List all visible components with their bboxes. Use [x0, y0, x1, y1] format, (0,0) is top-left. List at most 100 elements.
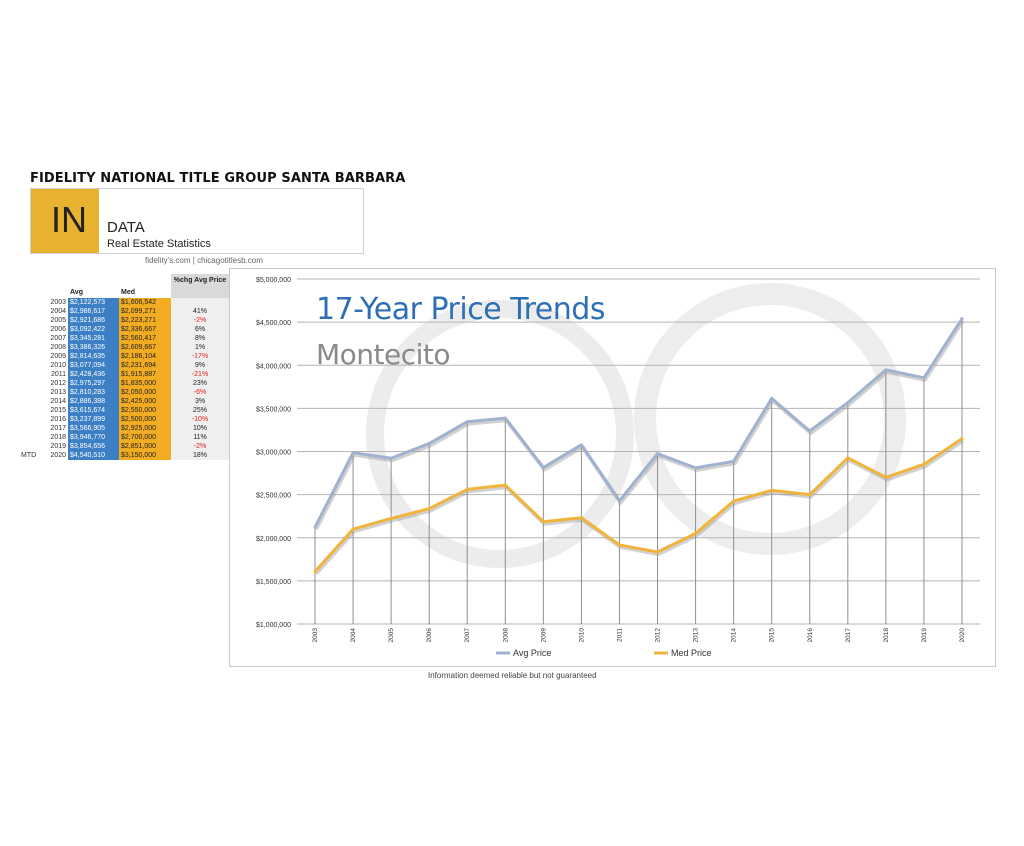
row-med-price: $1,606,542 — [119, 298, 171, 307]
avg-price-line-shadow — [314, 319, 965, 531]
row-med-price: $2,336,667 — [119, 325, 171, 334]
row-pct-change: 10% — [171, 424, 229, 433]
row-avg-price: $3,566,905 — [68, 424, 119, 433]
row-avg-price: $3,615,674 — [68, 406, 119, 415]
row-year: 2009 — [50, 353, 66, 360]
row-avg-price: $2,814,635 — [68, 352, 119, 361]
row-year: 2019 — [50, 443, 66, 450]
avg-price-point — [351, 451, 355, 455]
row-year: 2016 — [50, 416, 66, 423]
avg-price-point — [579, 443, 583, 447]
row-avg-price: $3,077,094 — [68, 361, 119, 370]
avg-price-point — [465, 420, 469, 424]
y-tick-label: $1,500,000 — [256, 579, 291, 586]
row-med-price: $2,223,271 — [119, 316, 171, 325]
row-year: 2015 — [50, 407, 66, 414]
row-pct-change: 9% — [171, 361, 229, 370]
row-year: 2010 — [50, 362, 66, 369]
row-year: 2014 — [50, 398, 66, 405]
row-year: 2005 — [50, 317, 66, 324]
row-year: 2003 — [50, 299, 66, 306]
row-med-price: $2,500,000 — [119, 415, 171, 424]
row-avg-price: $4,540,510 — [68, 451, 119, 460]
row-med-price: $2,550,000 — [119, 406, 171, 415]
row-med-price: $2,560,417 — [119, 334, 171, 343]
table-row: 2008 $3,386,326 $2,609,667 1% — [18, 343, 229, 352]
row-year: 2006 — [50, 326, 66, 333]
row-avg-price: $2,122,573 — [68, 298, 119, 307]
chart-subtitle: Montecito — [316, 338, 451, 371]
row-year: 2020 — [50, 452, 66, 459]
avg-price-point — [770, 396, 774, 400]
avg-price-point — [808, 429, 812, 433]
row-pct-change: 23% — [171, 379, 229, 388]
row-avg-price: $3,946,770 — [68, 433, 119, 442]
y-tick-label: $1,000,000 — [256, 622, 291, 629]
row-pct-change: 1% — [171, 343, 229, 352]
y-tick-label: $4,500,000 — [256, 320, 291, 327]
row-year: 2008 — [50, 344, 66, 351]
x-tick-label: 2014 — [731, 628, 738, 643]
report-title: FIDELITY NATIONAL TITLE GROUP SANTA BARB… — [30, 171, 406, 186]
row-med-price: $2,925,000 — [119, 424, 171, 433]
row-avg-price: $2,886,388 — [68, 397, 119, 406]
website-links: fidelity's.com | chicagotitlesb.com — [145, 256, 263, 265]
med-price-point — [427, 507, 431, 511]
med-price-point — [541, 520, 545, 524]
row-avg-price: $3,854,656 — [68, 442, 119, 451]
med-price-point — [922, 462, 926, 466]
row-avg-price: $3,345,281 — [68, 334, 119, 343]
table-row: 2011 $2,428,436 $1,915,887 -21% — [18, 370, 229, 379]
x-tick-label: 2005 — [388, 628, 395, 643]
row-avg-price: $2,428,436 — [68, 370, 119, 379]
y-tick-label: $4,000,000 — [256, 363, 291, 370]
watermark-seal-right — [634, 283, 906, 555]
table-row: 2013 $2,810,283 $2,050,000 -6% — [18, 388, 229, 397]
row-avg-price: $3,092,422 — [68, 325, 119, 334]
row-pct-change: -10% — [171, 415, 229, 424]
table-row: 2007 $3,345,281 $2,560,417 8% — [18, 334, 229, 343]
table-row: 2009 $2,814,635 $2,186,104 -17% — [18, 352, 229, 361]
y-tick-label: $3,500,000 — [256, 406, 291, 413]
x-tick-label: 2019 — [921, 628, 928, 643]
x-tick-label: 2020 — [959, 628, 966, 643]
row-avg-price: $3,237,899 — [68, 415, 119, 424]
row-med-price: $1,915,887 — [119, 370, 171, 379]
y-tick-label: $5,000,000 — [256, 277, 291, 284]
med-price-point — [351, 527, 355, 531]
x-tick-label: 2018 — [883, 628, 890, 643]
med-price-line — [313, 437, 963, 573]
med-price-point — [884, 475, 888, 479]
row-year: 2013 — [50, 389, 66, 396]
logo-box: IN DATA Real Estate Statistics — [30, 188, 364, 254]
med-price-point — [503, 483, 507, 487]
table-row: 2003 $2,122,573 $1,606,542 — [18, 298, 229, 307]
price-trend-chart: $1,000,000 $1,500,000 $2,000,000 $2,500,000… — [256, 277, 980, 658]
x-tick-label: 2015 — [769, 628, 776, 643]
x-tick-label: 2011 — [616, 628, 623, 642]
med-price-point — [465, 487, 469, 491]
table-row: 2016 $3,237,899 $2,500,000 -10% — [18, 415, 229, 424]
table-row: 2012 $2,975,297 $1,835,000 23% — [18, 379, 229, 388]
row-avg-price: $2,975,297 — [68, 379, 119, 388]
row-med-price: $2,609,667 — [119, 343, 171, 352]
row-med-price: $2,099,271 — [119, 307, 171, 316]
avg-price-point — [617, 499, 621, 503]
avg-price-point — [656, 452, 660, 456]
avg-price-point — [846, 401, 850, 405]
table-row: MTD 2020 $4,540,510 $3,150,000 18% — [18, 451, 229, 460]
disclaimer-note: Information deemed reliable but not guar… — [428, 671, 597, 680]
med-price-point — [960, 437, 964, 441]
row-pct-change: 11% — [171, 433, 229, 442]
avg-price-point — [541, 465, 545, 469]
table-row: 2015 $3,615,674 $2,550,000 25% — [18, 406, 229, 415]
avg-price-point — [503, 416, 507, 420]
row-pct-change: -6% — [171, 388, 229, 397]
table-row: 2004 $2,986,617 $2,099,271 41% — [18, 307, 229, 316]
row-med-price: $2,700,000 — [119, 433, 171, 442]
x-tick-label: 2009 — [540, 628, 547, 643]
x-tick-label: 2007 — [464, 628, 471, 643]
row-avg-price: $2,921,686 — [68, 316, 119, 325]
watermark-seal-left — [366, 300, 634, 568]
avg-price-point — [884, 368, 888, 372]
